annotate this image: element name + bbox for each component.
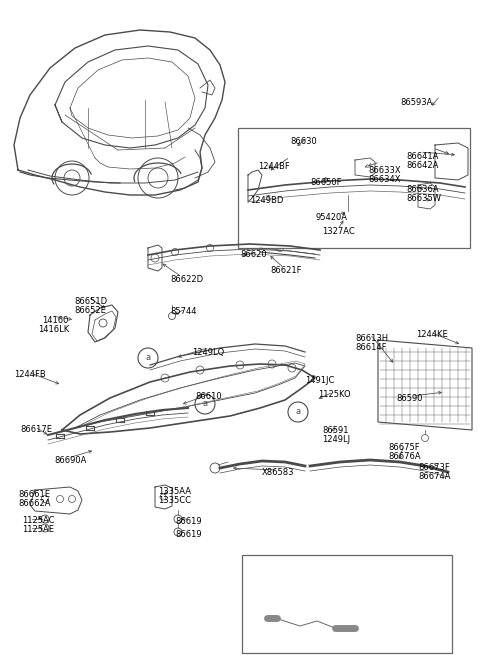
Text: 86636A: 86636A	[406, 185, 439, 194]
Text: a: a	[145, 354, 151, 362]
Text: 86593A: 86593A	[400, 98, 432, 107]
Text: 1249BD: 1249BD	[250, 196, 283, 205]
Text: 86614F: 86614F	[355, 343, 386, 352]
Text: a: a	[252, 563, 257, 572]
Text: 86676A: 86676A	[388, 452, 420, 461]
Text: 86619: 86619	[175, 530, 202, 539]
Text: a: a	[295, 407, 300, 417]
Text: 1249LQ: 1249LQ	[192, 348, 224, 357]
Text: 86613H: 86613H	[355, 334, 388, 343]
Text: 1244BF: 1244BF	[258, 162, 290, 171]
Text: 86651D: 86651D	[74, 297, 107, 306]
Text: 1249LJ: 1249LJ	[322, 435, 350, 444]
Text: 86622D: 86622D	[170, 275, 203, 284]
Bar	[242, 555, 452, 653]
Text: 86650F: 86650F	[310, 178, 341, 187]
Text: 86610: 86610	[195, 392, 222, 401]
Text: 95420A: 95420A	[316, 213, 348, 222]
Text: X86583: X86583	[262, 468, 295, 477]
Text: 86674A: 86674A	[418, 472, 451, 481]
Text: REF.91-952: REF.91-952	[258, 583, 313, 593]
Text: 86620: 86620	[240, 250, 266, 259]
Text: 86661E: 86661E	[18, 490, 50, 499]
Text: 1125KO: 1125KO	[318, 390, 350, 399]
Text: 86621F: 86621F	[270, 266, 301, 275]
Bar	[238, 128, 470, 248]
Text: 1244KE: 1244KE	[416, 330, 448, 339]
Text: 86619: 86619	[175, 517, 202, 526]
Text: 86591: 86591	[322, 426, 348, 435]
Text: 86633X: 86633X	[368, 166, 401, 175]
Text: 1335AA: 1335AA	[158, 487, 191, 496]
Text: 86652E: 86652E	[74, 306, 106, 315]
Text: 1416LK: 1416LK	[38, 325, 69, 334]
Text: 86634X: 86634X	[368, 175, 400, 184]
Text: 86690A: 86690A	[54, 456, 86, 465]
Text: 14160: 14160	[42, 316, 68, 325]
Text: 1491JC: 1491JC	[305, 376, 335, 385]
Text: 85744: 85744	[170, 307, 196, 316]
Text: 86675F: 86675F	[388, 443, 420, 452]
Text: 86642A: 86642A	[406, 161, 438, 170]
Text: 1125AC: 1125AC	[22, 516, 55, 525]
Text: 1327AC: 1327AC	[322, 227, 355, 236]
Text: a: a	[203, 400, 207, 409]
Text: 1335CC: 1335CC	[158, 496, 191, 505]
Text: 86662A: 86662A	[18, 499, 50, 508]
Text: 86635W: 86635W	[406, 194, 441, 203]
Text: 86673F: 86673F	[418, 463, 450, 472]
Text: 86617E: 86617E	[20, 425, 52, 434]
Text: 86590: 86590	[396, 394, 422, 403]
Text: 86630: 86630	[290, 137, 317, 146]
Text: 1125AE: 1125AE	[22, 525, 54, 534]
Text: 1244FB: 1244FB	[14, 370, 46, 379]
Text: 86641A: 86641A	[406, 152, 438, 161]
